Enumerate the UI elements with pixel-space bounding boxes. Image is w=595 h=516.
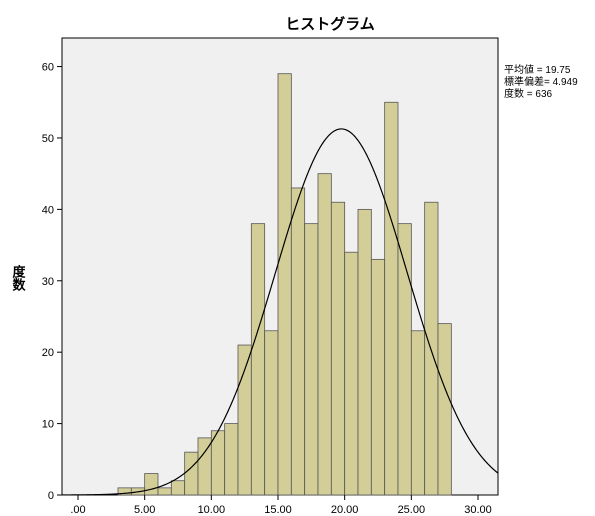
histogram-bar	[184, 451, 199, 496]
histogram-bar	[357, 208, 372, 496]
y-tick-label: 60	[42, 62, 54, 74]
histogram-bar	[384, 101, 399, 496]
histogram-bar	[290, 187, 306, 496]
chart-title: ヒストグラム	[285, 15, 375, 33]
histogram-bar	[210, 430, 226, 496]
x-tick-label: .00	[70, 504, 85, 516]
x-tick-label: 15.00	[264, 504, 292, 516]
histogram-bar	[170, 480, 186, 496]
histogram-bars	[117, 73, 452, 496]
stat-sd: 標準偏差= 4.949	[504, 75, 578, 88]
histogram-bar	[277, 73, 292, 496]
histogram-bar	[304, 223, 319, 496]
histogram-bar	[317, 173, 332, 496]
x-tick-label: 30.00	[464, 504, 492, 516]
histogram-bar	[250, 223, 266, 496]
y-tick-label: 40	[42, 204, 54, 216]
y-tick-label: 10	[42, 419, 54, 431]
histogram-bar	[344, 251, 359, 496]
stat-count: 度数 = 636	[504, 87, 553, 100]
x-tick-label: 20.00	[331, 504, 359, 516]
histogram-bar	[424, 201, 439, 496]
histogram-bar	[437, 323, 452, 496]
x-axis: .00 5.00 10.00 15.00 20.00 25.00 30.00	[70, 495, 492, 516]
histogram-bar	[157, 487, 172, 496]
x-tick-label: 10.00	[198, 504, 226, 516]
histogram-bar	[237, 344, 252, 496]
y-tick-label: 20	[42, 347, 54, 359]
y-axis: 0 10 20 30 40 50 60	[42, 62, 62, 502]
y-axis-label: 度数	[10, 264, 26, 292]
y-tick-label: 30	[42, 276, 54, 288]
y-tick-label: 0	[48, 490, 54, 502]
stat-mean: 平均値 = 19.75	[504, 63, 571, 76]
histogram-bar	[370, 258, 386, 496]
y-tick-label: 50	[42, 133, 54, 145]
normal-curve	[62, 128, 499, 496]
histogram-bar	[330, 201, 346, 496]
histogram-bar	[264, 330, 279, 496]
histogram-bar	[144, 473, 159, 496]
x-tick-label: 5.00	[134, 504, 155, 516]
histogram-bar	[410, 330, 426, 496]
histogram-bar	[224, 423, 239, 496]
x-tick-label: 25.00	[398, 504, 426, 516]
